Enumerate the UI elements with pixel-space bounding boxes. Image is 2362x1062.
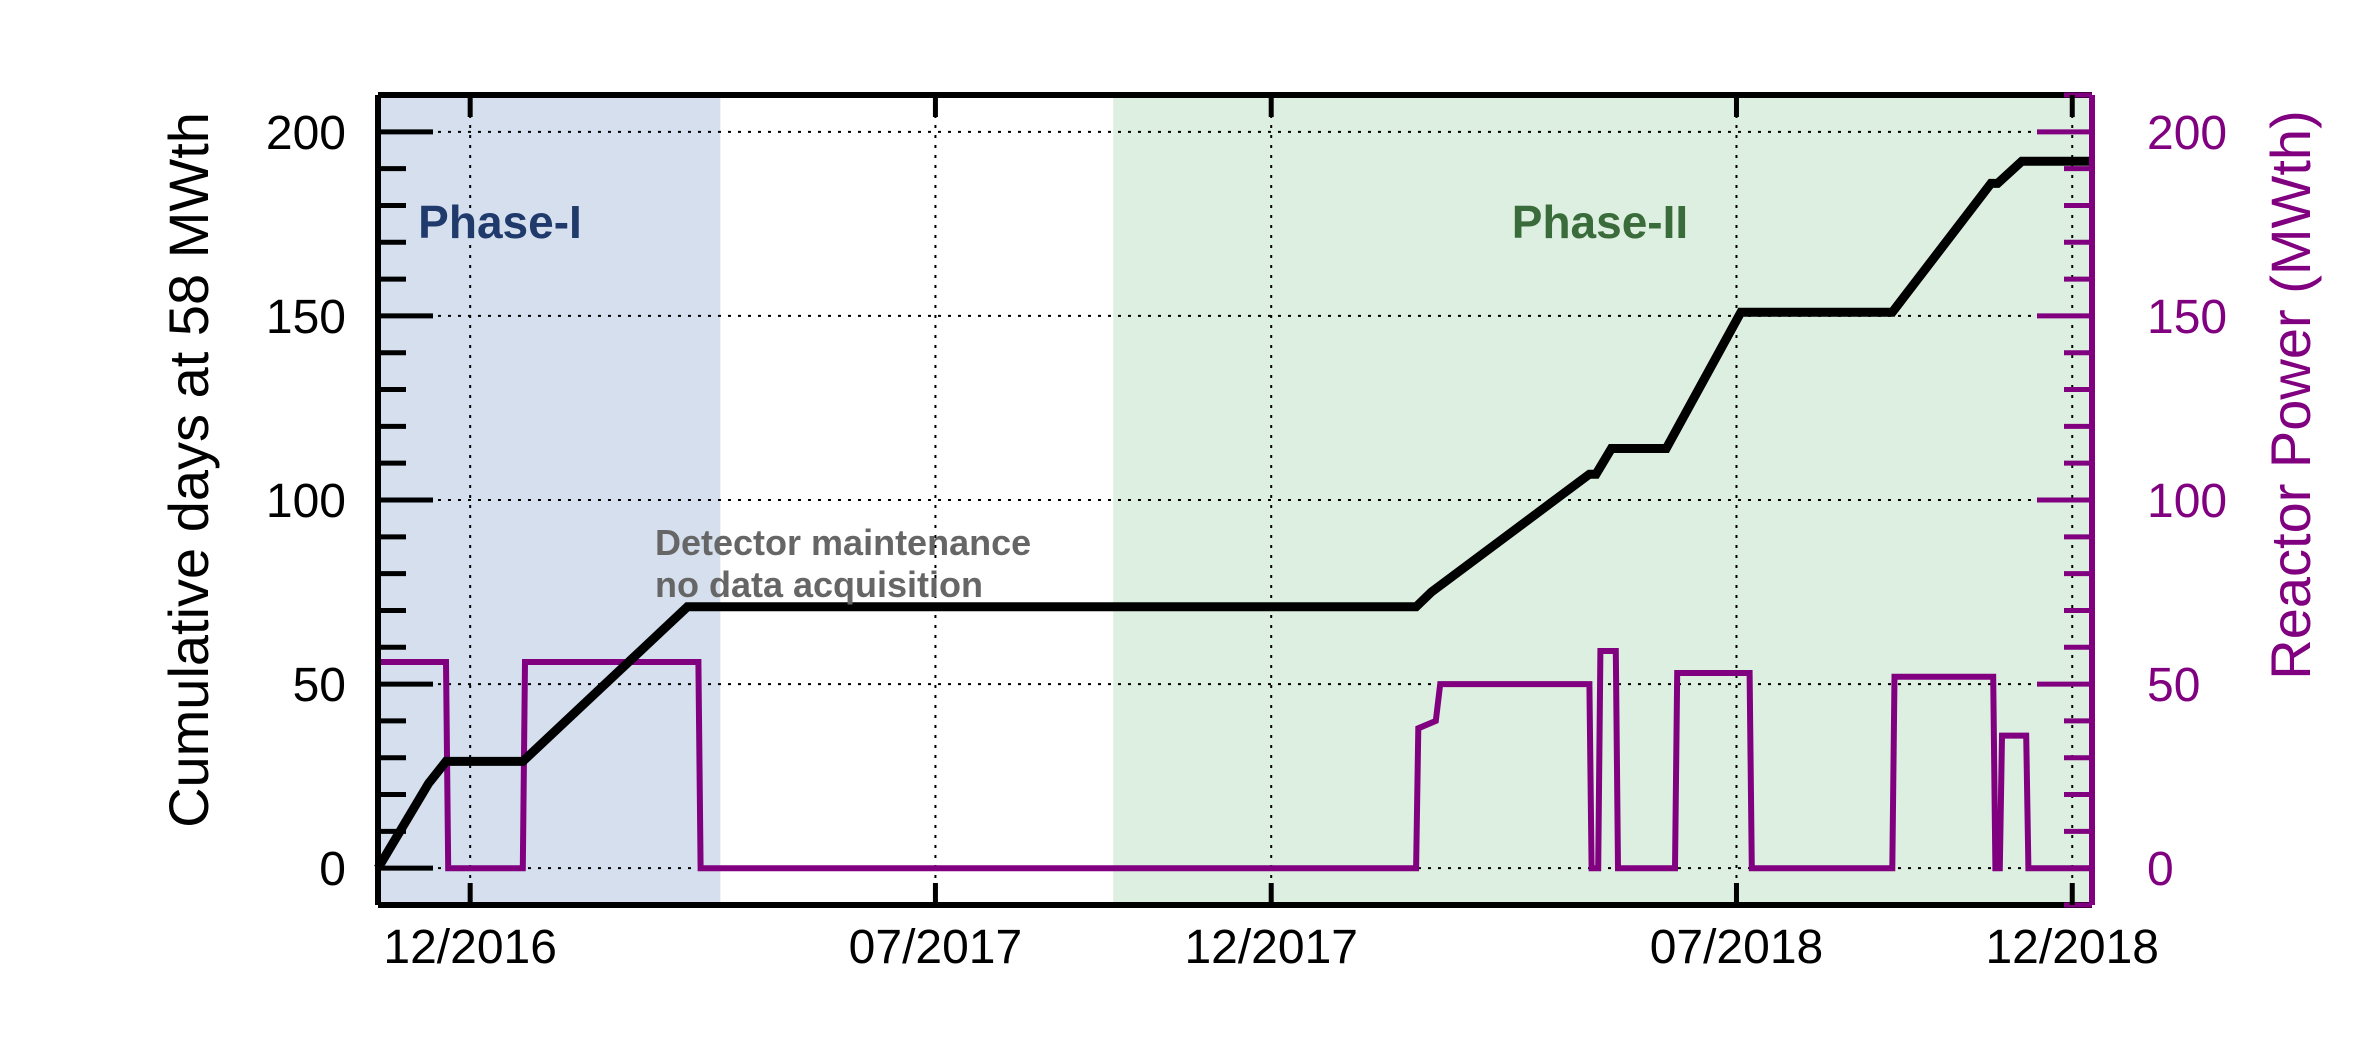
phase-2-label: Phase-II — [1512, 196, 1688, 248]
series-group — [374, 156, 2092, 872]
y-right-tick-label: 0 — [2147, 843, 2174, 896]
y-axis-title-left: Cumulative days at 58 MWth — [157, 112, 220, 828]
y-left-tick-label: 100 — [266, 475, 346, 528]
y-axis-title-right: Reactor Power (MWth) — [2259, 110, 2322, 679]
x-tick-label: 07/2018 — [1650, 921, 1824, 974]
x-tick-label: 12/2016 — [383, 921, 557, 974]
x-tick-label: 12/2017 — [1184, 921, 1358, 974]
y-right-tick-label: 50 — [2147, 659, 2200, 712]
x-tick-label: 07/2017 — [849, 921, 1023, 974]
reactor-power-line — [378, 648, 2092, 872]
x-tick-label: 12/2018 — [1985, 921, 2159, 974]
labels: Cumulative days at 58 MWth Reactor Power… — [157, 110, 2322, 828]
y-left-tick-label: 150 — [266, 291, 346, 344]
axes: 0 50 100 150 200 0 50 100 150 200 12/2016 07/2017 12… — [266, 92, 2227, 974]
annotation-line-2: no data acquisition — [655, 564, 983, 605]
y-right-tick-label: 200 — [2147, 107, 2227, 160]
phase-1-label: Phase-I — [418, 196, 582, 248]
y-right-tick-label: 100 — [2147, 475, 2227, 528]
cumulative-days-line — [374, 156, 2092, 871]
annotation-line-1: Detector maintenance — [655, 522, 1031, 563]
y-left-tick-label: 0 — [319, 843, 346, 896]
y-left-tick-label: 50 — [293, 659, 346, 712]
y-right-tick-label: 150 — [2147, 291, 2227, 344]
phase-regions — [378, 95, 2092, 905]
y-left-tick-label: 200 — [266, 107, 346, 160]
